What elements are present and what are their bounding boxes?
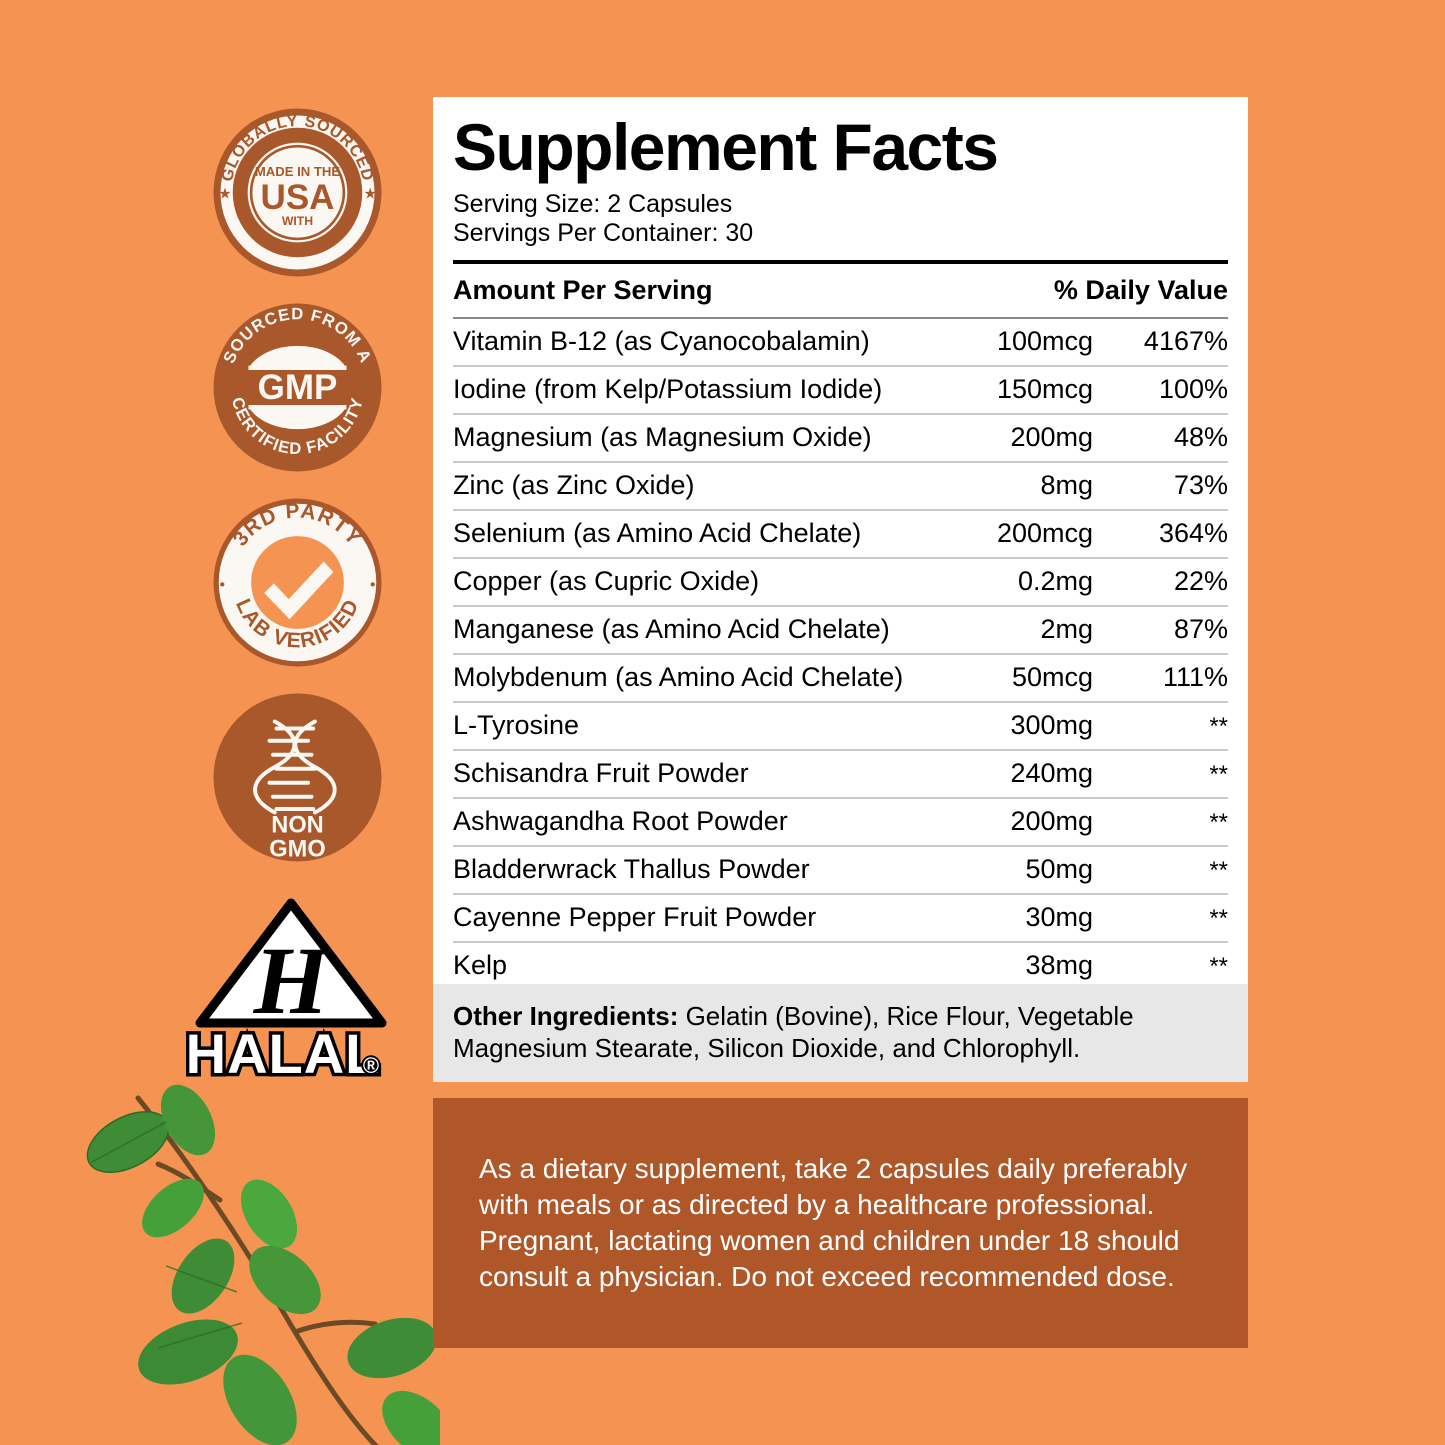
table-row: Bladderwrack Thallus Powder 50mg **: [453, 844, 1228, 894]
page-title: Supplement Facts: [453, 110, 999, 184]
table-row: Manganese (as Amino Acid Chelate) 2mg 87%: [453, 604, 1228, 654]
non-gmo-line1: NON: [271, 813, 323, 839]
nutrient-daily-value: 22%: [1093, 556, 1228, 606]
nutrient-amount: 50mg: [943, 844, 1093, 894]
halal-badge: H HALAL ®: [186, 895, 396, 1080]
table-row: L-Tyrosine 300mg **: [453, 700, 1228, 750]
nutrient-daily-value: 87%: [1093, 604, 1228, 654]
non-gmo-line2: GMO: [269, 836, 325, 862]
table-row: Zinc (as Zinc Oxide) 8mg 73%: [453, 460, 1228, 510]
nutrient-name: Copper (as Cupric Oxide): [453, 556, 943, 606]
nutrient-daily-value: **: [1093, 844, 1228, 894]
table-column-headers: Amount Per Serving % Daily Value: [453, 264, 1228, 317]
nutrient-name: Cayenne Pepper Fruit Powder: [453, 892, 943, 942]
amount-per-serving-header: Amount Per Serving: [453, 274, 713, 305]
nutrient-amount: 100mcg: [943, 316, 1093, 366]
supplement-facts-card: Supplement Facts Serving Size: 2 Capsule…: [433, 97, 1248, 1052]
other-ingredients-section: Other Ingredients: Gelatin (Bovine), Ric…: [433, 984, 1248, 1083]
nutrient-amount: 240mg: [943, 748, 1093, 798]
servings-per-container: Servings Per Container: 30: [453, 218, 754, 247]
checkmark-icon: [264, 561, 334, 620]
nutrient-daily-value: **: [1093, 892, 1228, 942]
nutrient-daily-value: **: [1093, 748, 1228, 798]
nutrient-amount: 50mcg: [943, 652, 1093, 702]
nutrient-name: Bladderwrack Thallus Powder: [453, 844, 943, 894]
star-left-icon: ★: [218, 187, 231, 203]
star-right-icon: ★: [363, 187, 376, 203]
usa-badge-line3: WITH: [282, 214, 313, 228]
table-row: Vitamin B-12 (as Cyanocobalamin) 100mcg 41…: [453, 316, 1228, 366]
nutrient-name: Zinc (as Zinc Oxide): [453, 460, 943, 510]
made-in-usa-badge: GLOBALLY SOURCED INGREDIENTS MADE IN THE…: [210, 105, 385, 280]
nutrient-amount: 38mg: [943, 940, 1093, 989]
certification-badge-column: GLOBALLY SOURCED INGREDIENTS MADE IN THE…: [210, 105, 388, 885]
nutrient-daily-value: 4167%: [1093, 316, 1228, 366]
divider-heavy: [453, 259, 1228, 264]
directions-text: As a dietary supplement, take 2 capsules…: [479, 1153, 1188, 1292]
other-ingredients-text: Gelatin (Bovine), Rice Flour, Vegetable …: [453, 1001, 1134, 1064]
nutrient-daily-value: 100%: [1093, 364, 1228, 414]
table-row: Magnesium (as Magnesium Oxide) 200mg 48%: [453, 412, 1228, 462]
usa-badge-line2: USA: [261, 178, 335, 217]
nutrient-name: Iodine (from Kelp/Potassium Iodide): [453, 364, 943, 414]
nutrient-amount: 0.2mg: [943, 556, 1093, 606]
table-row: Ashwagandha Root Powder 200mg **: [453, 796, 1228, 846]
gmp-badge-center: GMP: [258, 368, 338, 407]
leaf-icons: [86, 1084, 440, 1445]
table-row: Selenium (as Amino Acid Chelate) 200mcg 36…: [453, 508, 1228, 558]
usa-badge-line1: MADE IN THE: [255, 164, 340, 179]
table-row: Cayenne Pepper Fruit Powder 30mg **: [453, 892, 1228, 942]
table-row: Schisandra Fruit Powder 240mg **: [453, 748, 1228, 798]
nutrient-name: Kelp: [453, 940, 943, 989]
table-row: Molybdenum (as Amino Acid Chelate) 50mcg 1…: [453, 652, 1228, 702]
serving-size: Serving Size: 2 Capsules: [453, 189, 733, 218]
nutrient-daily-value: 73%: [1093, 460, 1228, 510]
nutrient-daily-value: 364%: [1093, 508, 1228, 558]
leaf-veins: [91, 1121, 243, 1349]
non-gmo-badge: NON GMO: [210, 690, 385, 865]
nutrient-name: Ashwagandha Root Powder: [453, 796, 943, 846]
stem-icon: [135, 1095, 379, 1445]
nutrient-daily-value: **: [1093, 796, 1228, 846]
table-row: Copper (as Cupric Oxide) 0.2mg 22%: [453, 556, 1228, 606]
gmp-certified-badge: SOURCED FROM A CERTIFIED FACILITY GMP: [210, 300, 385, 475]
nutrient-amount: 300mg: [943, 700, 1093, 750]
nutrient-name: Schisandra Fruit Powder: [453, 748, 943, 798]
nutrient-daily-value: **: [1093, 700, 1228, 750]
nutrient-amount: 8mg: [943, 460, 1093, 510]
daily-value-header: % Daily Value: [1053, 274, 1228, 305]
nutrient-daily-value: 48%: [1093, 412, 1228, 462]
nutrient-name: Magnesium (as Magnesium Oxide): [453, 412, 943, 462]
nutrient-daily-value: 111%: [1093, 652, 1228, 702]
nutrient-name: Selenium (as Amino Acid Chelate): [453, 508, 943, 558]
dot-left-icon: •: [219, 577, 225, 594]
table-row: Kelp 38mg **: [453, 940, 1228, 989]
nutrient-name: Manganese (as Amino Acid Chelate): [453, 604, 943, 654]
halal-triangle-icon: [195, 898, 387, 1028]
nutrient-name: Vitamin B-12 (as Cyanocobalamin): [453, 316, 943, 366]
nutrient-amount: 2mg: [943, 604, 1093, 654]
nutrient-name: L-Tyrosine: [453, 700, 943, 750]
halal-letter: H: [253, 927, 332, 1034]
nutrient-daily-value: **: [1093, 940, 1228, 989]
nutrient-amount: 200mg: [943, 796, 1093, 846]
nutrient-amount: 150mcg: [943, 364, 1093, 414]
nutrient-amount: 200mg: [943, 412, 1093, 462]
halal-registered-mark: ®: [363, 1053, 379, 1078]
halal-label: HALAL: [186, 1022, 380, 1080]
third-party-lab-verified-badge: 3RD PARTY LAB VERIFIED • •: [210, 495, 385, 670]
nutrient-amount: 200mcg: [943, 508, 1093, 558]
other-ingredients-label: Other Ingredients:: [453, 1001, 679, 1031]
nutrient-amount: 30mg: [943, 892, 1093, 942]
serving-info: Serving Size: 2 Capsules Servings Per Co…: [453, 190, 1228, 248]
directions-box: As a dietary supplement, take 2 capsules…: [433, 1098, 1248, 1348]
table-row: Iodine (from Kelp/Potassium Iodide) 150mc…: [453, 364, 1228, 414]
dna-helix-icon: [253, 719, 337, 815]
nutrient-name: Molybdenum (as Amino Acid Chelate): [453, 652, 943, 702]
plant-sprig-decoration: [70, 1080, 440, 1445]
dot-right-icon: •: [370, 577, 376, 594]
supplement-facts-table: Vitamin B-12 (as Cyanocobalamin) 100mcg 41…: [453, 316, 1228, 989]
